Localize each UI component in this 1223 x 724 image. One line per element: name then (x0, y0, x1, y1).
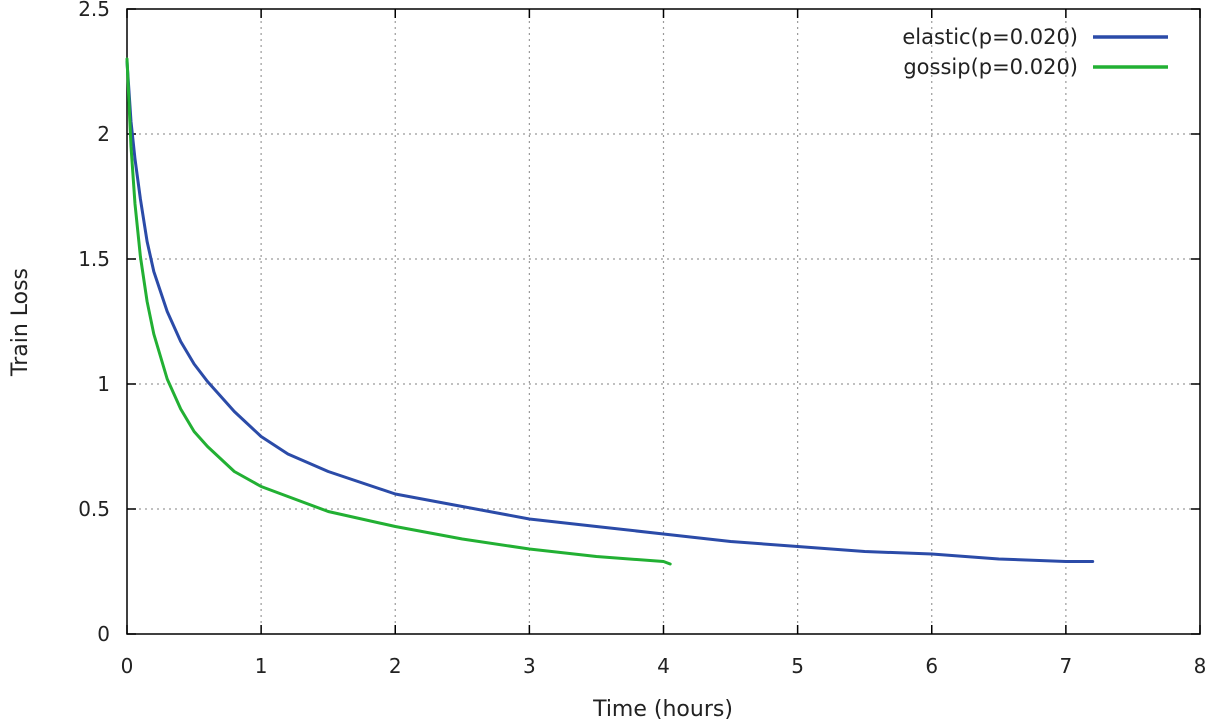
y-tick-label: 2 (97, 122, 110, 146)
y-tick-label: 1.5 (78, 247, 110, 271)
x-tick-label: 3 (523, 654, 536, 678)
axis-ticks: 0 1 2 3 4 5 6 7 8 0 0.5 1 1.5 2 2.5 (78, 0, 1206, 678)
x-tick-label: 5 (791, 654, 804, 678)
y-tick-label: 0 (97, 622, 110, 646)
legend: elastic(p=0.020) gossip(p=0.020) (902, 25, 1168, 79)
y-tick-label: 0.5 (78, 497, 110, 521)
y-tick-label: 1 (97, 372, 110, 396)
y-axis-label: Train Loss (8, 268, 33, 377)
x-tick-label: 6 (925, 654, 938, 678)
grid-lines (127, 9, 1200, 634)
x-tick-label: 7 (1060, 654, 1073, 678)
x-tick-label: 2 (389, 654, 402, 678)
legend-label: gossip(p=0.020) (903, 55, 1078, 79)
series-line-elastic (125, 60, 1095, 563)
x-tick-label: 8 (1194, 654, 1207, 678)
y-tick-label: 2.5 (78, 0, 110, 21)
legend-label: elastic(p=0.020) (902, 25, 1078, 49)
x-tick-label: 4 (657, 654, 670, 678)
series-line-gossip (125, 57, 672, 566)
x-tick-label: 0 (121, 654, 134, 678)
x-tick-label: 1 (255, 654, 268, 678)
series-lines (125, 57, 1095, 566)
x-axis-label: Time (hours) (592, 697, 733, 722)
